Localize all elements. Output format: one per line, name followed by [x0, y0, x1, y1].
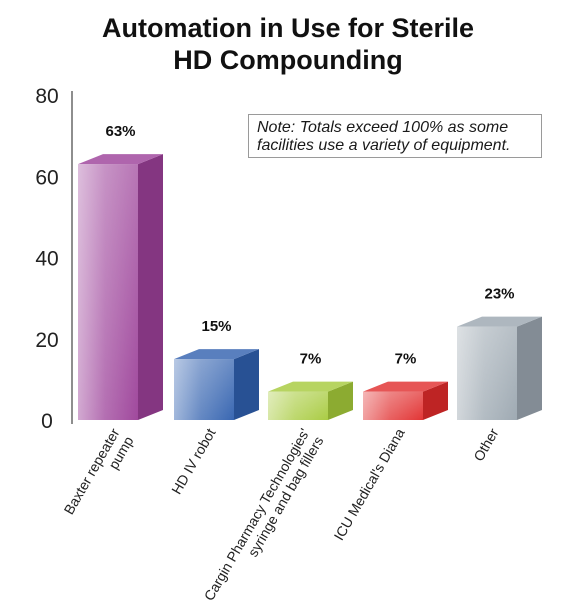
bar-side-face [328, 381, 353, 420]
bar [174, 349, 259, 420]
chart-title-line-1: Automation in Use for Sterile [101, 13, 475, 43]
chart-note-line-2: facilities use a variety of equipment. [257, 137, 511, 154]
bar-side-face [423, 381, 448, 420]
chart-title: Automation in Use for Sterile HD Compoun… [0, 12, 576, 76]
bar-top-face [78, 154, 163, 165]
bar-side-face [138, 154, 163, 420]
bar-top-face [363, 381, 448, 392]
x-category-label: HD IV robot [168, 425, 218, 496]
bar-front-highlight [457, 326, 517, 420]
x-category-label-line: Baxter repeater [60, 425, 122, 517]
x-category-label-line: HD IV robot [168, 425, 218, 496]
x-category-label-line: Cargin Pharmacy Technologies' [201, 426, 313, 600]
x-category-label: Baxter repeaterpump [60, 425, 136, 525]
bar-front-highlight [174, 359, 234, 420]
bar-top-face [174, 349, 259, 360]
x-category-label-line: Other [470, 425, 502, 464]
bar-data-label: 23% [484, 286, 514, 303]
y-tick-label: 20 [35, 329, 58, 352]
bar-top-face [457, 316, 542, 327]
chart-note: Note: Totals exceed 100% as some facilit… [248, 114, 542, 158]
bar [457, 316, 542, 420]
bar-data-label: 7% [300, 351, 322, 368]
bar-data-label: 7% [395, 351, 417, 368]
y-tick-label: 60 [35, 166, 58, 189]
bar-data-label: 63% [105, 123, 135, 140]
y-tick-label: 80 [35, 85, 58, 108]
bar-front-highlight [363, 391, 423, 420]
chart-title-line-2: HD Compounding [173, 45, 403, 75]
bar-side-face [517, 316, 542, 420]
y-tick-label: 40 [35, 248, 58, 271]
bar [268, 381, 353, 420]
bar-data-label: 15% [201, 318, 231, 335]
y-tick-label: 0 [41, 410, 53, 433]
chart-note-line-1: Note: Totals exceed 100% as some [257, 119, 509, 136]
bar-side-face [234, 349, 259, 420]
x-category-label: Cargin Pharmacy Technologies'syringe and… [201, 426, 327, 600]
bar-front-highlight [78, 164, 138, 420]
bar [78, 154, 163, 420]
bar [363, 381, 448, 420]
x-category-label: ICU Medical's Diana [331, 425, 408, 543]
bar-front-highlight [268, 391, 328, 420]
bar-top-face [268, 381, 353, 392]
x-category-label: Other [470, 425, 502, 464]
x-category-label-line: ICU Medical's Diana [331, 425, 408, 543]
